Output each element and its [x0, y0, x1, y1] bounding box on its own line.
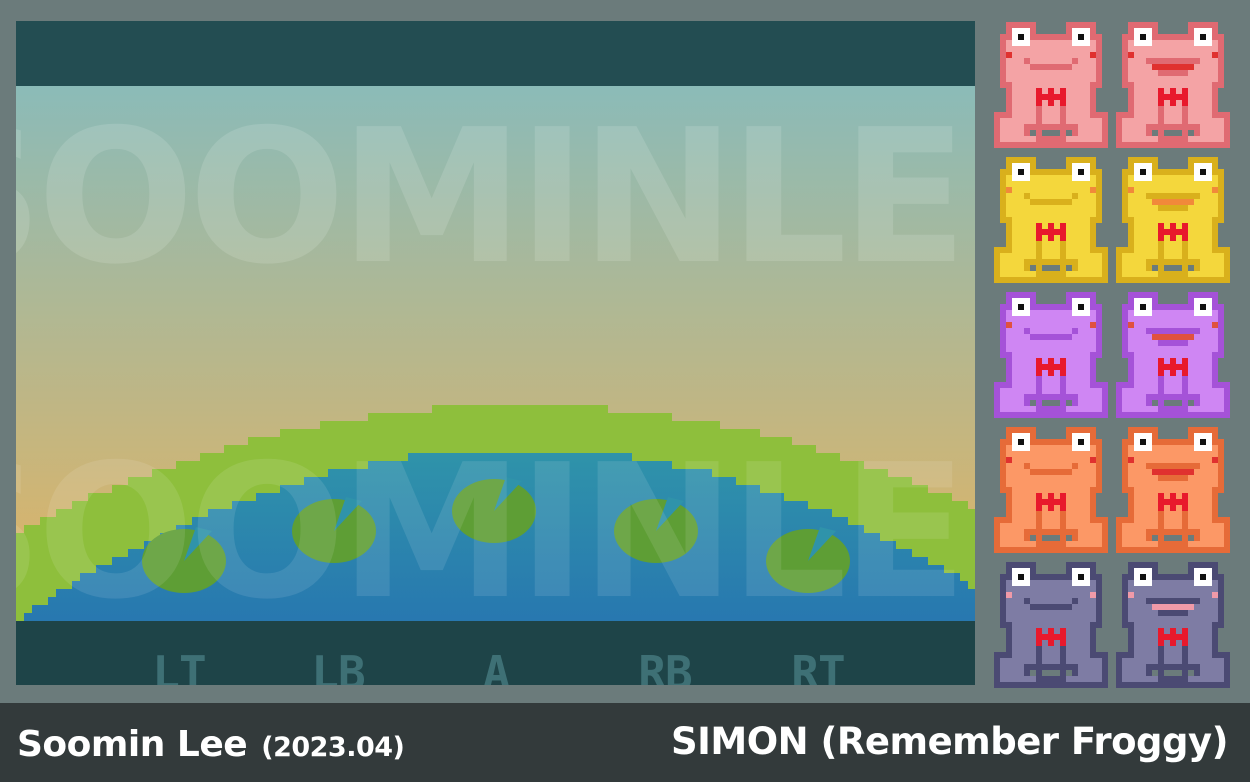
frog-sprite-icon: [1116, 22, 1230, 148]
lilypad-2[interactable]: [292, 497, 376, 563]
game-scene: SOOMINLEE SOOMINLEE LT LB A RB RT: [16, 21, 975, 685]
frog-sprite-icon: [994, 427, 1108, 553]
author-credit: Soomin Lee (2023.04): [17, 720, 405, 773]
frog-yellow-croak[interactable]: [1116, 151, 1230, 287]
frog-sprite-icon: [994, 22, 1108, 148]
frog-purple-croak[interactable]: [1116, 286, 1230, 422]
frog-purple-idle[interactable]: [994, 286, 1108, 422]
lilypads: [142, 477, 850, 593]
footer-bar: Soomin Lee (2023.04) SIMON (Remember Fro…: [0, 703, 1250, 782]
button-label-lb[interactable]: LB: [311, 646, 365, 685]
button-label-rb[interactable]: RB: [638, 646, 692, 685]
button-label-a[interactable]: A: [482, 646, 511, 685]
frog-sprite-icon: [994, 292, 1108, 418]
bottom-bar: [16, 621, 975, 685]
frog-orange-idle[interactable]: [994, 421, 1108, 557]
lilypad-3[interactable]: [452, 477, 536, 543]
frog-sprite-sheet: [990, 14, 1235, 694]
lilypad-4[interactable]: [614, 497, 698, 563]
button-label-lt[interactable]: LT: [152, 646, 206, 685]
frog-sprite-icon: [1116, 292, 1230, 418]
game-title: SIMON (Remember Froggy): [670, 720, 1229, 763]
frog-sprite-icon: [1116, 157, 1230, 283]
release-date: (2023.04): [261, 732, 405, 763]
frog-pink-idle[interactable]: [994, 16, 1108, 152]
frog-slate-croak[interactable]: [1116, 556, 1230, 692]
pond-scene: SOOMINLEE SOOMINLEE: [16, 21, 975, 685]
lilypad-5[interactable]: [766, 527, 850, 593]
frog-pink-croak[interactable]: [1116, 16, 1230, 152]
watermark-text-2: SOOMINLEE: [16, 424, 975, 640]
watermark-text: SOOMINLEE: [16, 89, 975, 305]
frog-slate-idle[interactable]: [994, 556, 1108, 692]
frog-yellow-idle[interactable]: [994, 151, 1108, 287]
frog-sprite-icon: [1116, 427, 1230, 553]
top-bar: [16, 21, 975, 86]
author-name: Soomin Lee: [17, 724, 248, 765]
frog-sprite-icon: [1116, 562, 1230, 688]
frog-sprite-icon: [994, 157, 1108, 283]
frog-orange-croak[interactable]: [1116, 421, 1230, 557]
button-label-rt[interactable]: RT: [791, 646, 845, 685]
lilypad-1[interactable]: [142, 527, 226, 593]
frog-sprite-icon: [994, 562, 1108, 688]
